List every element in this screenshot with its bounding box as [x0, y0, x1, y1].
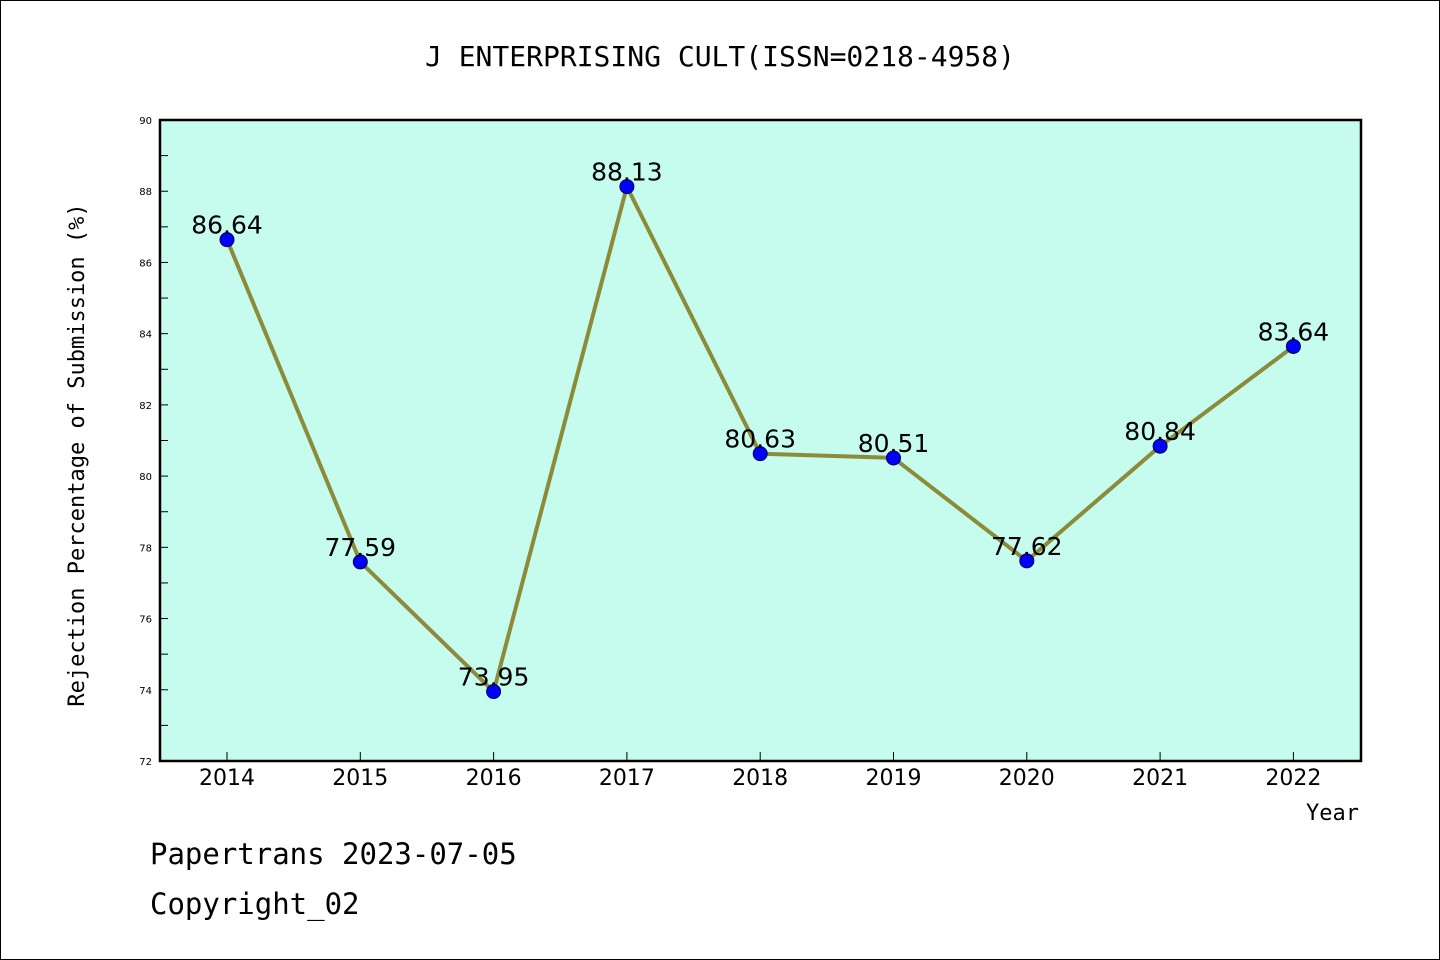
y-tick-label: 72 — [139, 757, 152, 768]
footer-date: Papertrans 2023-07-05 — [150, 837, 517, 871]
data-label: 73.95 — [458, 663, 530, 692]
y-tick-label: 74 — [139, 686, 152, 697]
data-point — [1019, 553, 1035, 569]
y-tick-label: 78 — [139, 543, 152, 554]
data-label: 80.51 — [858, 429, 930, 458]
x-axis: 2014 2015 2016 2017 2018 2019 2020 2021 2022 — [199, 752, 1321, 791]
data-label: 80.84 — [1124, 417, 1196, 446]
data-point — [352, 554, 368, 570]
data-label: 77.62 — [991, 532, 1063, 561]
x-tick-label: 2021 — [1132, 766, 1188, 791]
x-tick-label: 2017 — [599, 766, 655, 791]
y-axis: 72 74 76 78 80 82 84 86 88 90 — [139, 116, 168, 768]
data-point — [619, 179, 635, 195]
series-line-group: 86.64 77.59 73.95 88.13 80.63 80.51 77.62 80.84… — [191, 158, 1330, 700]
chart-title: J ENTERPRISING CULT(ISSN=0218-4958) — [425, 40, 1015, 73]
x-tick-label: 2015 — [332, 766, 388, 791]
data-label: 80.63 — [724, 425, 796, 454]
x-tick-label: 2016 — [466, 766, 522, 791]
x-axis-label: Year — [1306, 801, 1359, 826]
data-label: 77.59 — [325, 533, 397, 562]
data-point — [486, 684, 502, 700]
y-tick-label: 82 — [139, 401, 152, 412]
y-tick-label: 90 — [139, 116, 152, 127]
data-point — [752, 446, 768, 462]
data-label: 86.64 — [191, 211, 263, 240]
data-label: 88.13 — [591, 158, 663, 187]
x-tick-label: 2020 — [999, 766, 1055, 791]
y-tick-label: 76 — [139, 615, 152, 626]
y-axis-label: Rejection Percentage of Submission (%) — [65, 203, 90, 706]
x-tick-label: 2019 — [866, 766, 922, 791]
x-tick-label: 2018 — [732, 766, 788, 791]
data-point — [219, 232, 235, 248]
data-point — [886, 450, 901, 466]
y-tick-label: 86 — [139, 258, 152, 269]
data-point — [1152, 438, 1168, 454]
y-tick-label: 84 — [139, 330, 152, 341]
x-tick-label: 2014 — [199, 766, 255, 791]
x-tick-label: 2022 — [1265, 766, 1321, 791]
data-point — [1285, 338, 1301, 354]
y-tick-label: 80 — [139, 472, 152, 483]
data-label: 83.64 — [1258, 317, 1330, 346]
footer-copyright: Copyright_02 — [150, 887, 360, 922]
y-tick-label: 88 — [139, 187, 152, 198]
